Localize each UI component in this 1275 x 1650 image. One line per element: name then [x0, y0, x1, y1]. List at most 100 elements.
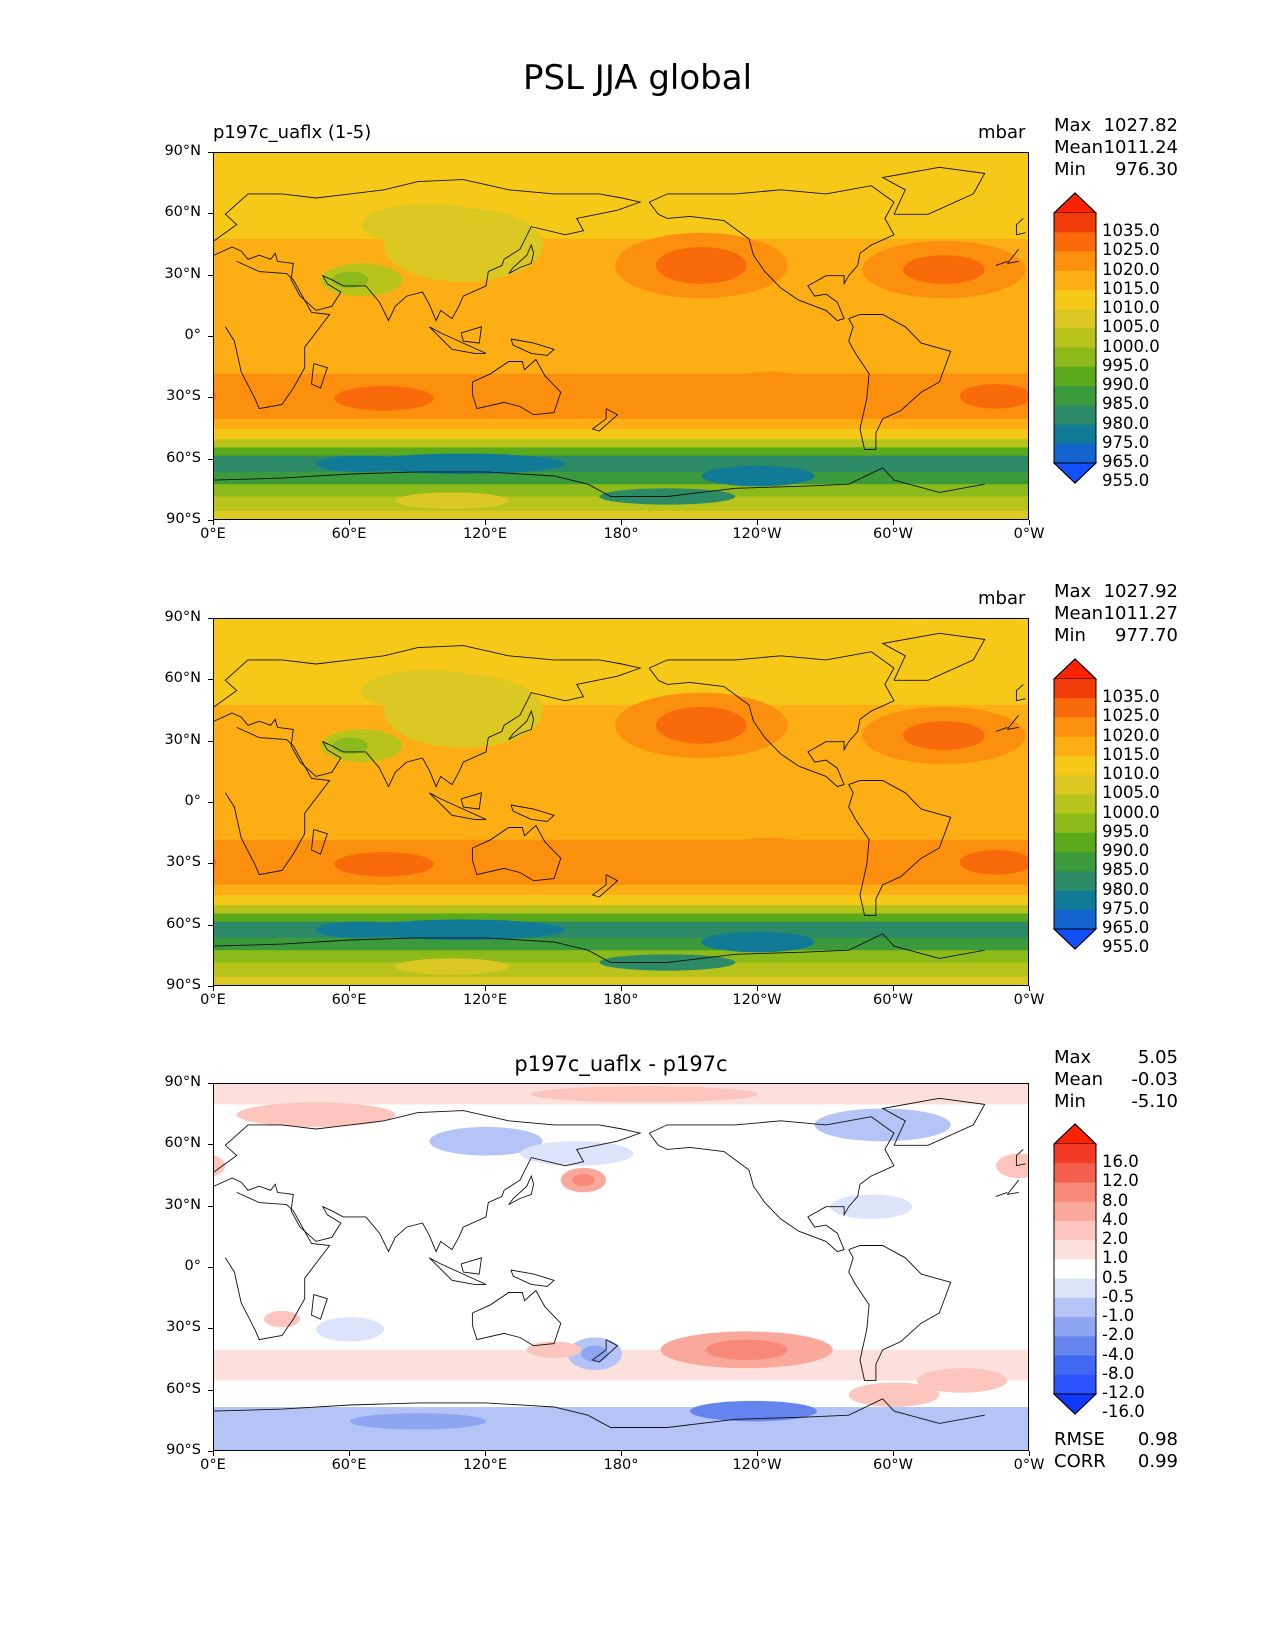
y-tick-mark — [208, 1389, 213, 1391]
y-tick-label: 90°S — [166, 1442, 201, 1458]
colorbar-segment — [1054, 679, 1096, 699]
y-tick-mark — [208, 213, 213, 215]
coastline-2 — [648, 651, 895, 788]
y-tick-label: 0° — [184, 1258, 201, 1274]
colorbar-tick-label: 955.0 — [1102, 937, 1150, 957]
y-tick-label: 30°S — [166, 1319, 201, 1336]
x-tick-label: 120°W — [732, 1457, 782, 1473]
x-tick-mark — [621, 986, 622, 991]
coastline-6 — [214, 467, 985, 497]
coastline-7 — [311, 829, 328, 855]
colorbar-segment — [1054, 1144, 1096, 1164]
y-tick-label: 90°N — [164, 1074, 201, 1090]
field-anomaly-5 — [581, 1345, 609, 1363]
y-tick-label: 60°S — [166, 449, 201, 466]
colorbar-segment — [1054, 1259, 1096, 1280]
field-anomaly-10 — [361, 204, 498, 245]
x-tick-label: 120°E — [462, 1457, 508, 1473]
y-tick-mark — [208, 863, 213, 865]
x-tick-mark — [1029, 986, 1030, 991]
field-anomaly-13 — [361, 453, 566, 474]
colorbar-segment — [1054, 1355, 1096, 1376]
rmse-value: 0.98 — [1137, 1429, 1178, 1450]
y-tick-mark — [208, 679, 213, 681]
coastline-12 — [510, 804, 555, 822]
x-tick-mark — [893, 1451, 894, 1456]
x-tick-mark — [757, 986, 758, 991]
colorbar-tick-label: 955.0 — [1102, 471, 1150, 491]
colorbar-tick-label: 1035.0 — [1102, 221, 1160, 241]
colorbar-tick-label: 990.0 — [1102, 841, 1150, 861]
x-tick-label: 0°W — [1013, 1457, 1045, 1473]
panel2-colorbar — [1052, 658, 1098, 953]
colorbar-outline — [1053, 658, 1097, 950]
coastline-12 — [510, 1269, 555, 1287]
coastline-11 — [460, 792, 483, 810]
panel3-map — [213, 1083, 1029, 1451]
colorbar-segment — [1054, 1201, 1096, 1222]
colorbar-segment — [1054, 736, 1096, 757]
panel1-colorbar — [1052, 192, 1098, 487]
colorbar-segment — [1054, 794, 1096, 815]
colorbar-extend-max — [1052, 192, 1098, 214]
field-anomaly-4 — [214, 844, 248, 880]
coastline-5 — [881, 166, 986, 215]
colorbar-segment — [1054, 852, 1096, 872]
colorbar-tick-label: -16.0 — [1102, 1402, 1145, 1422]
colorbar-tick-label: 12.0 — [1102, 1171, 1139, 1191]
y-tick-label: 60°N — [164, 1135, 201, 1152]
coastline-5 — [881, 1097, 986, 1146]
field-anomaly-15 — [316, 921, 407, 938]
colorbar-tick-label: 1010.0 — [1102, 764, 1160, 784]
coastline-2 — [648, 185, 895, 322]
colorbar-segment — [1054, 347, 1096, 368]
x-tick-mark — [621, 1451, 622, 1456]
field-anomaly-13 — [848, 1382, 940, 1408]
colorbar-segment — [1054, 366, 1096, 387]
coastline-11 — [460, 326, 483, 344]
panel2-max-label: Max — [1054, 581, 1092, 602]
colorbar-segment — [1054, 328, 1096, 349]
x-tick-label: 60°E — [331, 1457, 367, 1473]
lat-band-8 — [214, 895, 1028, 906]
colorbar-outline — [1053, 192, 1097, 484]
coastline-9 — [591, 874, 619, 898]
lat-band-9 — [214, 905, 1028, 914]
field-anomaly-15 — [316, 1317, 384, 1342]
lat-band-15 — [214, 976, 1028, 985]
colorbar-tick-label: 2.0 — [1102, 1229, 1129, 1249]
y-tick-label: 30°S — [166, 854, 201, 871]
coastline-11 — [460, 1257, 483, 1275]
x-tick-mark — [485, 1451, 486, 1456]
x-tick-label: 60°W — [872, 992, 914, 1008]
y-tick-mark — [208, 1144, 213, 1146]
panel3-max-value: 5.05 — [1137, 1047, 1178, 1068]
field-anomaly-7 — [350, 1413, 486, 1430]
x-tick-mark — [1029, 520, 1030, 525]
x-tick-mark — [757, 1451, 758, 1456]
colorbar-extend-max — [1052, 1123, 1098, 1145]
colorbar-segment — [1054, 1336, 1096, 1357]
colorbar-segment — [1054, 1163, 1096, 1183]
colorbar-tick-label: 1015.0 — [1102, 278, 1160, 298]
colorbar-tick-label: -0.5 — [1102, 1286, 1135, 1306]
y-tick-label: 60°N — [164, 204, 201, 221]
colorbar-tick-label: 0.5 — [1102, 1267, 1129, 1287]
panel2-units: mbar — [978, 588, 1026, 609]
x-tick-label: 0°E — [200, 1457, 226, 1473]
y-tick-label: 30°N — [164, 1196, 201, 1213]
coastline-8 — [508, 709, 535, 740]
lat-band-6 — [214, 1407, 1028, 1428]
field-anomaly-7 — [334, 386, 434, 411]
y-tick-mark — [208, 336, 213, 337]
colorbar-segment — [1054, 251, 1096, 272]
x-tick-mark — [213, 986, 214, 991]
colorbar-segment — [1054, 909, 1096, 930]
y-tick-mark — [208, 1267, 213, 1268]
field-anomaly-15 — [316, 455, 407, 472]
colorbar-segment — [1054, 232, 1096, 252]
x-tick-label: 60°W — [872, 1457, 914, 1473]
corr-value: 0.99 — [1137, 1451, 1178, 1472]
lat-band-15 — [214, 510, 1028, 519]
colorbar-tick-label: 1010.0 — [1102, 298, 1160, 318]
